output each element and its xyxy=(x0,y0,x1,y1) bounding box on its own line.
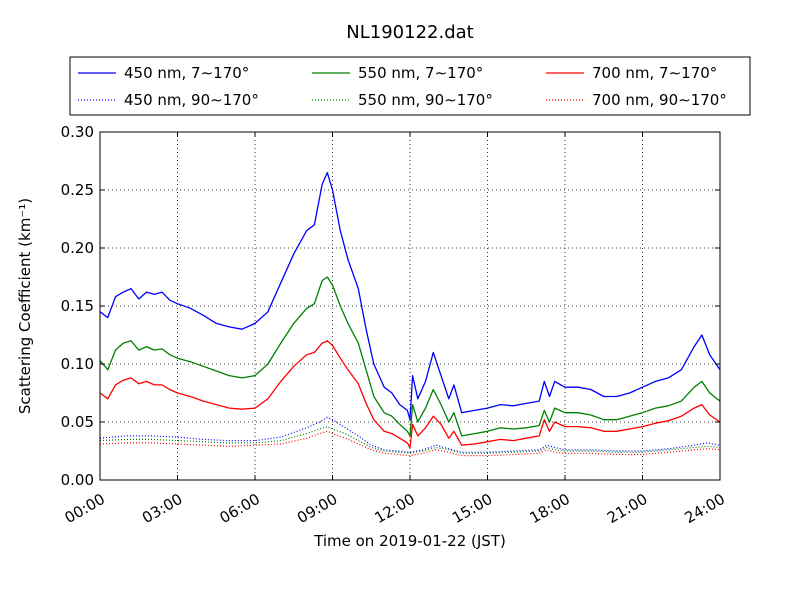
x-tick-label: 18:00 xyxy=(527,490,573,527)
legend-label: 550 nm, 7∼170° xyxy=(358,64,483,82)
x-tick-label: 21:00 xyxy=(604,490,650,527)
legend-label: 450 nm, 7∼170° xyxy=(124,64,249,82)
y-tick-label: 0.05 xyxy=(61,413,94,431)
x-tick-label: 00:00 xyxy=(62,490,108,527)
y-tick-label: 0.25 xyxy=(61,181,94,199)
legend-label: 700 nm, 90∼170° xyxy=(592,91,727,109)
y-tick-label: 0.00 xyxy=(61,471,94,489)
x-tick-label: 03:00 xyxy=(139,490,185,527)
x-tick-label: 06:00 xyxy=(217,490,263,527)
y-tick-label: 0.10 xyxy=(61,355,94,373)
x-tick-label: 09:00 xyxy=(294,490,340,527)
series-line xyxy=(99,340,721,449)
legend-frame xyxy=(69,56,751,116)
legend-label: 550 nm, 90∼170° xyxy=(358,91,493,109)
legend: 450 nm, 7∼170° 550 nm, 7∼170° 700 nm, 7∼17… xyxy=(69,56,751,116)
series-layer xyxy=(99,171,721,457)
legend-label: 450 nm, 90∼170° xyxy=(124,91,259,109)
series-line xyxy=(99,171,721,421)
x-tick-label: 15:00 xyxy=(449,490,495,527)
series-line xyxy=(99,416,721,453)
x-tick-label: 12:00 xyxy=(372,490,418,527)
x-axis-label: Time on 2019-01-22 (JST) xyxy=(313,532,506,550)
x-tick-label: 24:00 xyxy=(682,490,728,527)
legend-label: 700 nm, 7∼170° xyxy=(592,64,717,82)
y-tick-label: 0.30 xyxy=(61,123,94,141)
y-tick-label: 0.20 xyxy=(61,239,94,257)
chart-title: NL190122.dat xyxy=(346,22,473,43)
y-axis-label: Scattering Coefficient (km⁻¹) xyxy=(16,198,34,414)
series-line xyxy=(99,276,721,437)
y-tick-label: 0.15 xyxy=(61,297,94,315)
grid xyxy=(100,132,720,480)
